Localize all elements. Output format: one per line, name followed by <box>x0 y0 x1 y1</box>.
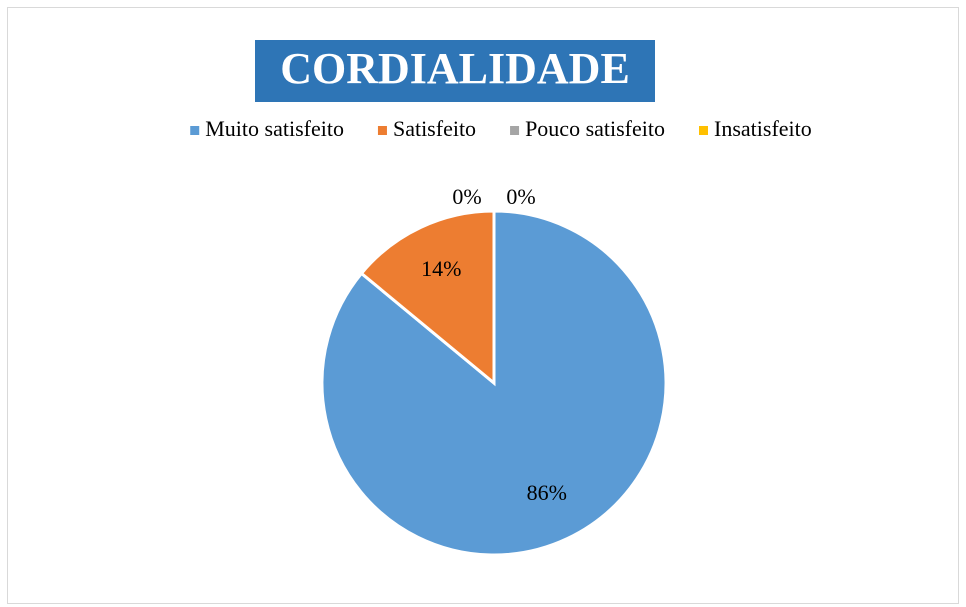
data-label: 86% <box>527 480 567 505</box>
legend-label: Satisfeito <box>393 116 476 141</box>
title-box <box>255 40 655 102</box>
legend-label: Insatisfeito <box>714 116 812 141</box>
pie <box>320 209 668 557</box>
legend-label: Muito satisfeito <box>205 116 344 141</box>
pie-slice <box>359 209 496 387</box>
legend-marker <box>699 126 708 135</box>
data-label: 0% <box>506 184 535 209</box>
legend-marker <box>377 126 387 135</box>
legend-label: Pouco satisfeito <box>525 116 665 141</box>
data-label: 14% <box>421 256 461 281</box>
legend-marker <box>190 126 200 135</box>
legend-marker <box>510 126 520 135</box>
chart-title: CORDIALIDADE <box>280 44 630 93</box>
data-label: 0% <box>452 184 481 209</box>
legend: Muito satisfeito Satisfeito Pouco satisfei… <box>190 116 812 141</box>
